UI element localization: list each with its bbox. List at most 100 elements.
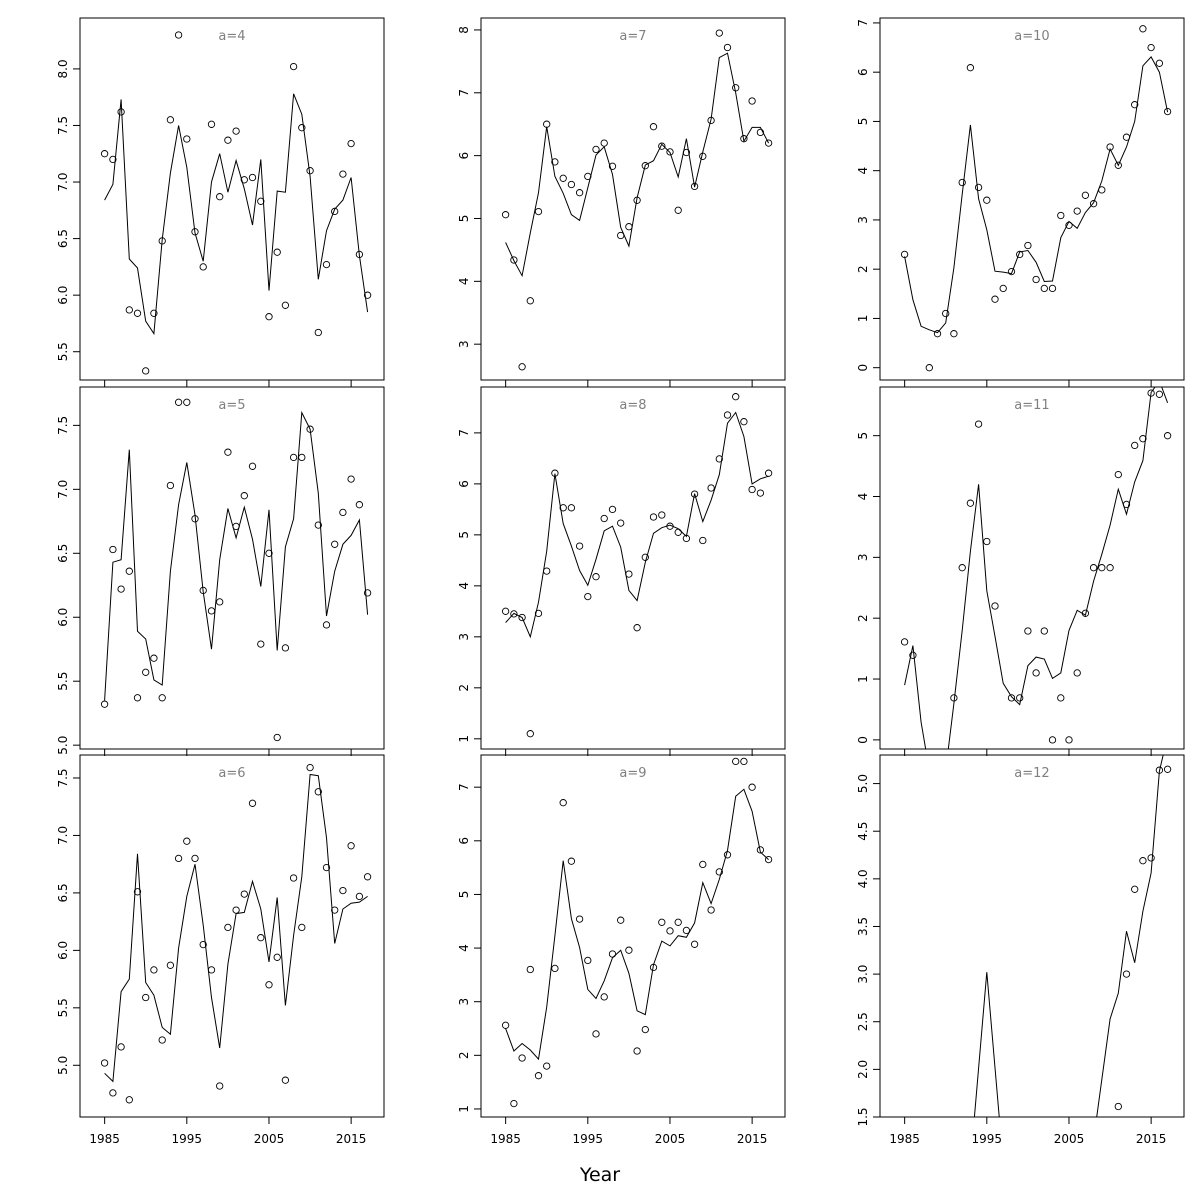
y-tick-label: 6 (457, 480, 471, 488)
data-point (347, 139, 355, 148)
data-point (216, 1082, 224, 1090)
fitted-line (104, 773, 368, 1083)
fitted-line (104, 410, 369, 701)
data-point (117, 585, 125, 593)
panel-title: a=8 (619, 398, 646, 413)
data-point (232, 906, 240, 914)
data-point (526, 965, 534, 974)
y-tick-label: 4 (457, 278, 471, 286)
data-point (207, 607, 216, 615)
panel-title: a=6 (218, 766, 245, 781)
data-point (298, 124, 306, 132)
data-point (740, 418, 748, 426)
y-tick-label: 7.0 (56, 172, 70, 191)
y-tick-label: 7 (457, 429, 471, 437)
data-point (682, 148, 691, 157)
fitted-line (505, 411, 769, 639)
y-tick-label: 6 (856, 68, 870, 76)
data-point (298, 453, 306, 462)
y-tick-label: 6.0 (56, 286, 70, 305)
y-tick-label: 7 (457, 89, 471, 97)
data-point (617, 231, 625, 240)
data-point (526, 297, 534, 305)
y-tick-label: 5 (856, 432, 870, 440)
data-point (314, 521, 322, 529)
data-point (559, 799, 567, 807)
data-point (1114, 1102, 1122, 1111)
x-tick-label: 1985 (490, 1132, 521, 1146)
data-point (142, 367, 150, 375)
data-point (174, 31, 183, 39)
fitted-line (104, 93, 369, 336)
y-tick-label: 4 (856, 493, 870, 501)
y-tick-label: 6.0 (56, 941, 70, 960)
data-point (125, 567, 133, 575)
y-tick-label: 5.0 (856, 774, 870, 793)
panel-a-6: a=6 5.0 5.5 6.0 6.5 7.0 7.5 1985 1995 2005 2015 (56, 754, 385, 1146)
data-point (1016, 250, 1024, 259)
data-point (551, 964, 559, 973)
data-point (232, 522, 240, 531)
data-point (158, 694, 166, 702)
data-point (1163, 765, 1172, 773)
x-tick-label: 2005 (254, 1132, 285, 1146)
y-tick-label: 6.5 (56, 544, 70, 563)
plot-frame (79, 386, 385, 750)
data-point (715, 868, 723, 876)
y-tick-label: 1 (856, 315, 870, 323)
data-point (991, 295, 999, 303)
data-point (732, 393, 740, 401)
data-point (1139, 857, 1147, 865)
plot-area (100, 398, 372, 742)
y-tick-label: 5.0 (56, 736, 70, 755)
panels: a=4 5.5 6.0 6.5 7.0 7.5 8.0 a=5 5.0 5.5 6.0 6.5 7.0 7… (56, 17, 1185, 1146)
y-tick-label: 6.0 (56, 608, 70, 627)
y-tick-label: 3.5 (856, 917, 870, 936)
data-point (682, 926, 691, 935)
data-point (690, 490, 699, 498)
y-tick-label: 5.5 (56, 998, 70, 1017)
data-point (347, 842, 355, 850)
data-point (1139, 435, 1147, 443)
data-point (133, 309, 142, 317)
data-point (216, 598, 224, 606)
data-point (551, 158, 559, 166)
data-point (575, 542, 584, 550)
data-point (1155, 390, 1164, 398)
y-tick-label: 5.5 (56, 342, 70, 361)
data-point (991, 602, 999, 610)
y-tick-label: 6 (457, 152, 471, 160)
x-tick-label: 2005 (1054, 1132, 1085, 1146)
data-point (658, 142, 666, 150)
y-tick-label: 2 (856, 614, 870, 622)
data-point (281, 644, 290, 652)
data-point (150, 309, 158, 317)
data-point (690, 182, 699, 191)
data-point (306, 425, 314, 433)
data-point (355, 892, 364, 901)
data-point (966, 499, 975, 507)
data-point (322, 863, 331, 872)
plot-frame (480, 754, 786, 1118)
data-point (641, 162, 649, 170)
data-point (666, 522, 674, 530)
data-point (764, 855, 773, 864)
data-point (1032, 669, 1040, 677)
data-point (306, 167, 314, 175)
data-point (339, 508, 347, 517)
data-point (1007, 694, 1016, 702)
data-point (331, 906, 339, 914)
data-point (125, 306, 133, 314)
data-point (1098, 564, 1106, 572)
x-tick-label: 2005 (655, 1132, 686, 1146)
data-point (966, 64, 975, 72)
data-point (592, 145, 600, 154)
data-point (1032, 275, 1040, 284)
panel-title: a=5 (218, 398, 245, 413)
x-tick-label: 2015 (737, 1132, 768, 1146)
data-point (109, 545, 117, 554)
data-point (633, 1047, 641, 1055)
y-tick-label: 5.0 (56, 1056, 70, 1075)
data-point (183, 837, 191, 845)
data-point (633, 624, 641, 632)
